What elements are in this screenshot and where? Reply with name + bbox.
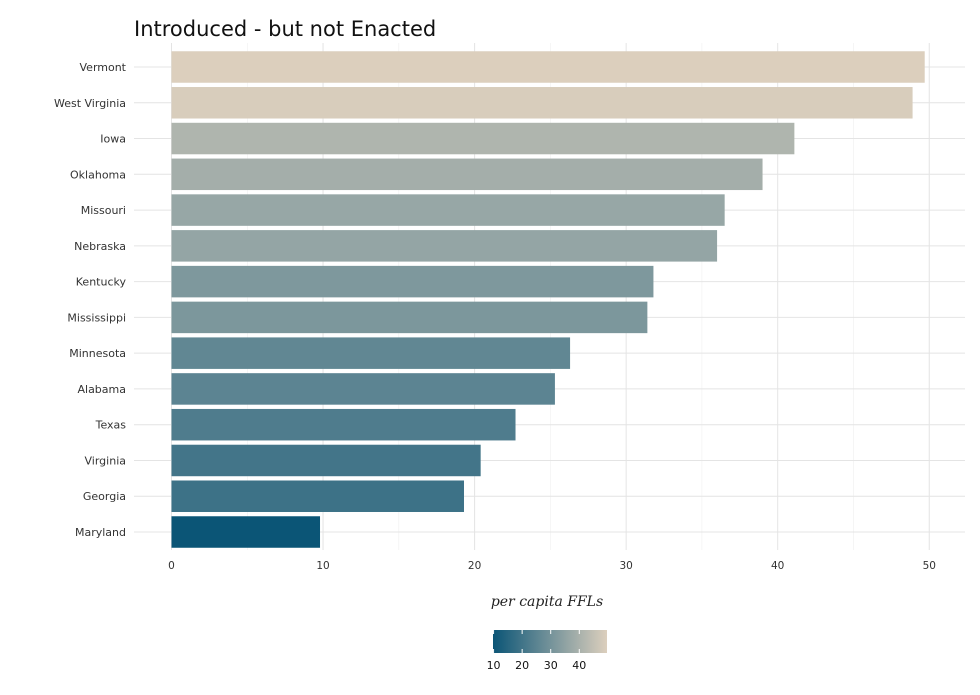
bar-mississippi (171, 301, 648, 334)
category-label: West Virginia (54, 97, 126, 110)
legend-tick-label: 20 (515, 659, 529, 672)
bars (171, 51, 925, 548)
x-tick-label: 50 (923, 560, 936, 572)
bar-nebraska (171, 230, 718, 262)
category-label: Iowa (100, 133, 126, 146)
x-tick-label: 20 (468, 560, 481, 572)
category-labels: Vermont West Virginia Iowa Oklahoma Missouri… (54, 61, 127, 539)
bar-kentucky (171, 265, 654, 298)
bar-iowa (171, 122, 795, 155)
category-label: Georgia (83, 490, 126, 503)
x-axis-title: per capita FFLs (491, 594, 603, 610)
color-legend: 10 20 30 40 (487, 630, 607, 672)
bar-minnesota (171, 337, 571, 369)
x-tick-label: 10 (316, 560, 329, 572)
bar-west-virginia (171, 87, 913, 119)
category-label: Mississippi (67, 311, 126, 324)
bar-missouri (171, 194, 725, 226)
category-label: Missouri (81, 204, 126, 217)
category-label: Nebraska (74, 240, 126, 253)
category-label: Kentucky (76, 276, 127, 289)
bar-georgia (171, 480, 464, 512)
x-tick-label: 30 (619, 560, 632, 572)
x-tick-label: 0 (168, 560, 175, 572)
category-label: Alabama (77, 383, 126, 396)
category-label: Virginia (85, 454, 126, 467)
bar-virginia (171, 444, 481, 477)
x-tick-label: 40 (771, 560, 784, 572)
category-label: Texas (95, 419, 127, 432)
bar-texas (171, 408, 516, 441)
legend-tick-label: 30 (544, 659, 558, 672)
legend-tick-label: 40 (572, 659, 586, 672)
chart-title: Introduced - but not Enacted (134, 17, 436, 41)
category-label: Vermont (80, 61, 127, 74)
bar-maryland (171, 516, 321, 548)
bar-oklahoma (171, 158, 763, 191)
bar-vermont (171, 51, 925, 83)
category-label: Maryland (75, 526, 126, 539)
category-label: Minnesota (69, 347, 126, 360)
legend-gradient (493, 630, 607, 653)
bar-alabama (171, 373, 555, 405)
category-label: Oklahoma (70, 168, 126, 181)
x-tick-labels: 0 10 20 30 40 50 (168, 560, 936, 572)
legend-tick-label: 10 (487, 659, 501, 672)
